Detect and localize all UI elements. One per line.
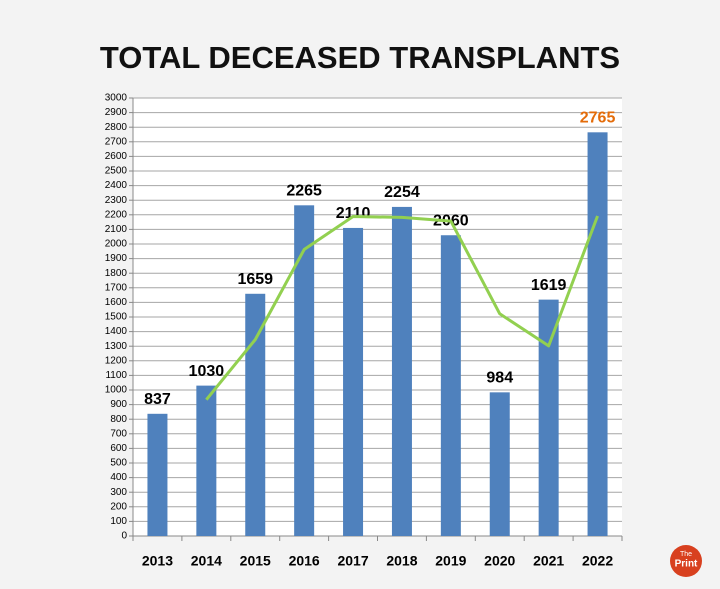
y-tick-label: 2400	[105, 180, 128, 191]
trend-line	[205, 215, 599, 401]
value-label: 2110	[336, 205, 371, 222]
y-tick-label: 1700	[105, 282, 128, 293]
bar	[196, 385, 217, 536]
logo: The Print	[670, 545, 702, 577]
y-tick-label: 2500	[105, 166, 128, 177]
y-tick-label: 1100	[105, 370, 127, 381]
y-tick-label: 1300	[105, 341, 128, 352]
value-label: 1030	[189, 363, 225, 380]
y-tick-label: 800	[110, 414, 127, 425]
y-tick-label: 1800	[105, 268, 128, 279]
y-tick-label: 2200	[105, 209, 128, 220]
y-tick-label: 1400	[105, 326, 128, 337]
y-tick-label: 0	[121, 531, 127, 542]
y-tick-label: 2000	[105, 239, 128, 250]
y-tick-label: 100	[110, 516, 127, 527]
y-tick-label: 2600	[105, 151, 128, 162]
bar	[343, 227, 364, 536]
value-label: 837	[144, 391, 171, 408]
x-tick-label: 2016	[289, 553, 320, 569]
logo-text: Print	[675, 559, 698, 570]
value-label: 1659	[237, 271, 273, 288]
logo-circle	[670, 545, 702, 577]
value-label: 2265	[286, 183, 322, 200]
bar	[245, 293, 266, 536]
x-tick-label: 2022	[582, 553, 613, 569]
value-label: 2765	[580, 110, 616, 127]
bar	[147, 413, 168, 536]
y-tick-label: 2700	[105, 136, 128, 147]
y-tick-label: 1000	[105, 385, 128, 396]
y-tick-label: 600	[110, 443, 127, 454]
y-tick-label: 900	[110, 399, 127, 410]
chart-title: TOTAL DECEASED TRANSPLANTS	[100, 40, 620, 75]
bar	[538, 299, 559, 536]
y-tick-label: 400	[110, 472, 127, 483]
y-tick-label: 2100	[105, 224, 128, 235]
bar	[587, 132, 608, 536]
x-tick-label: 2018	[386, 553, 417, 569]
bar	[294, 205, 315, 536]
y-tick-label: 500	[110, 458, 127, 469]
y-tick-label: 2300	[105, 195, 128, 206]
y-tick-label: 3000	[105, 93, 128, 104]
x-tick-label: 2013	[142, 553, 173, 569]
x-tick-label: 2014	[191, 553, 222, 569]
value-label: 2254	[384, 184, 420, 201]
y-tick-label: 2800	[105, 122, 128, 133]
x-tick-label: 2021	[533, 553, 564, 569]
value-label: 984	[486, 370, 513, 387]
y-tick-label: 1600	[105, 297, 128, 308]
y-tick-label: 1900	[105, 253, 128, 264]
y-tick-label: 300	[110, 487, 127, 498]
logo-text: The	[680, 551, 692, 558]
y-tick-label: 2900	[105, 107, 128, 118]
bar	[391, 206, 412, 536]
y-tick-label: 1200	[105, 355, 128, 366]
y-tick-label: 1500	[105, 312, 128, 323]
x-tick-label: 2015	[240, 553, 271, 569]
value-label: 1619	[531, 277, 567, 294]
x-tick-label: 2017	[337, 553, 368, 569]
y-tick-label: 200	[110, 501, 127, 512]
bar	[440, 235, 461, 537]
bar	[489, 392, 510, 536]
y-tick-label: 700	[110, 428, 127, 439]
x-tick-label: 2019	[435, 553, 466, 569]
x-tick-label: 2020	[484, 553, 515, 569]
